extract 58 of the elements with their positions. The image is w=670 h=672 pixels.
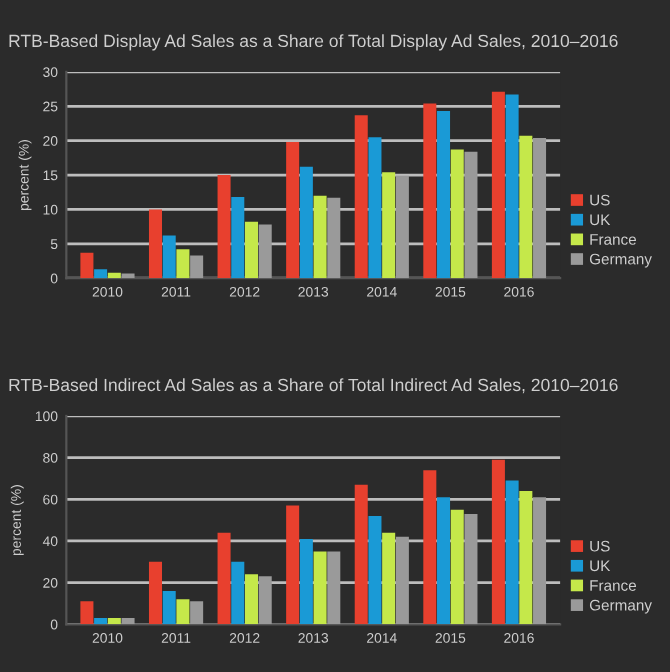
- bar: [299, 166, 313, 279]
- bar: [464, 151, 478, 279]
- bar: [94, 618, 108, 625]
- bar: [423, 470, 437, 625]
- chart-title: RTB-Based Indirect Ad Sales as a Share of Total Indirect Ad Sales, 2010–2016: [9, 378, 618, 394]
- bar: [519, 490, 533, 625]
- bar: [176, 249, 190, 279]
- bar: [148, 209, 162, 279]
- chart-title: RTB-Based Display Ad Sales as a Share of Total Display Ad Sales, 2010–2016: [9, 34, 618, 51]
- bar: [121, 273, 135, 279]
- bar: [354, 484, 368, 625]
- bar: [491, 91, 505, 279]
- bar: [258, 576, 272, 625]
- bar: [299, 538, 313, 625]
- bar: [491, 459, 505, 625]
- bar: [162, 235, 176, 279]
- bar: [533, 137, 547, 279]
- bar: [286, 142, 300, 279]
- bar: [423, 103, 437, 279]
- bar: [244, 221, 259, 279]
- bar: [148, 561, 162, 625]
- bar: [162, 590, 176, 625]
- bar: [533, 497, 547, 625]
- bar: [107, 618, 121, 625]
- bar: [107, 272, 121, 279]
- bar: [80, 601, 94, 625]
- bar: [382, 172, 396, 279]
- bar: [190, 255, 204, 279]
- bar: [327, 197, 341, 279]
- bar: [231, 561, 245, 625]
- bar: [121, 618, 135, 625]
- bar: [286, 505, 300, 625]
- bar: [368, 137, 382, 279]
- bar: [231, 197, 245, 279]
- bar: [244, 574, 259, 625]
- bar: [190, 601, 204, 625]
- bar: [505, 480, 519, 625]
- bar: [80, 252, 94, 279]
- bar: [94, 269, 108, 279]
- bar: [395, 175, 409, 279]
- bar: [217, 175, 231, 279]
- bar: [505, 94, 519, 279]
- bar: [217, 532, 231, 625]
- bar: [313, 195, 327, 279]
- bar: [382, 532, 396, 625]
- bar: [354, 115, 368, 279]
- bar: [258, 224, 272, 279]
- bar: [313, 551, 327, 625]
- bar: [395, 536, 409, 625]
- bar: [327, 551, 341, 625]
- bar: [176, 599, 190, 625]
- bar: [450, 149, 464, 279]
- bar: [450, 509, 464, 625]
- bar: [437, 111, 451, 279]
- bar: [519, 135, 533, 279]
- bar: [464, 513, 478, 625]
- bar: [437, 497, 451, 625]
- bar: [368, 515, 382, 625]
